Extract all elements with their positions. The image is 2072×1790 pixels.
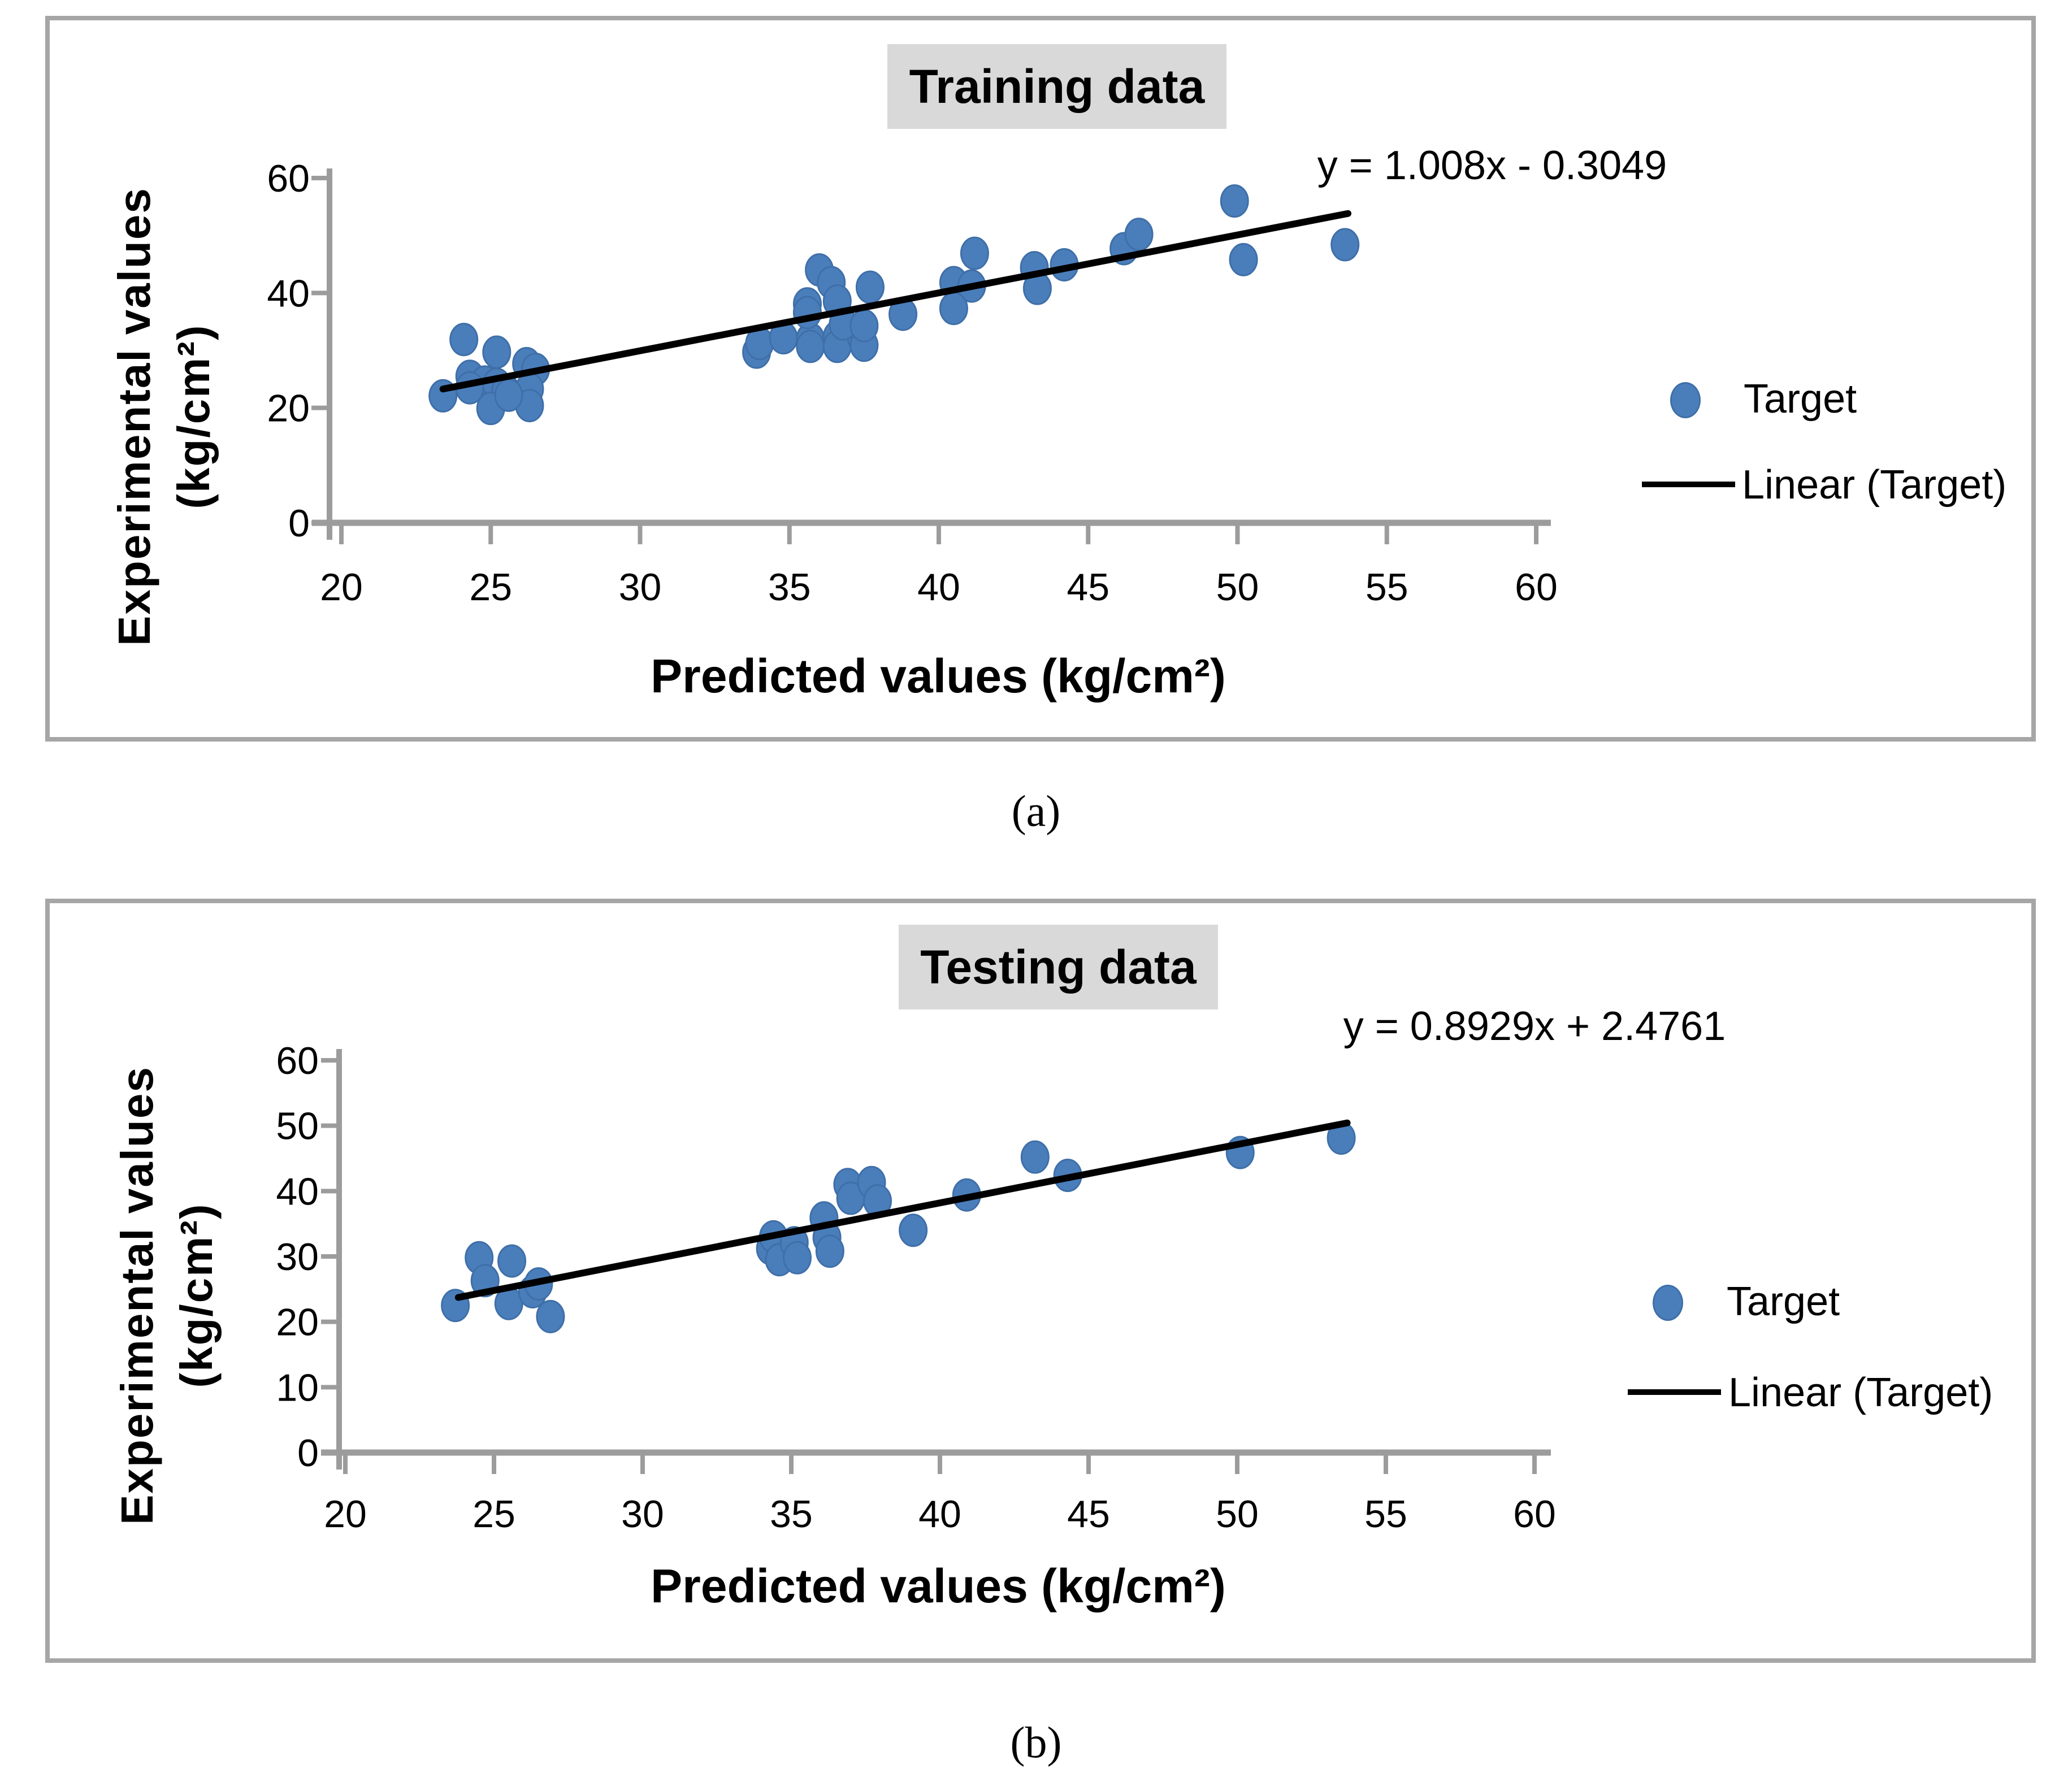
- training-title: Training data: [887, 44, 1226, 129]
- testing-y-tick-label: 40: [276, 1170, 319, 1213]
- training-x-tick-label: 40: [917, 566, 960, 609]
- training-data-point: [1220, 184, 1249, 218]
- testing-y-tick-label: 10: [276, 1366, 319, 1409]
- training-legend-line-swatch-icon: [1642, 482, 1735, 487]
- testing-data-point: [815, 1234, 844, 1268]
- training-y-tick-label: 20: [267, 387, 310, 430]
- testing-y-tick-label: 30: [276, 1236, 319, 1278]
- training-y-axis-label: Experimental values (kg/cm²): [105, 162, 235, 671]
- training-x-tick-label: 55: [1366, 566, 1408, 609]
- training-y-tick-label: 40: [267, 272, 310, 315]
- testing-legend-target-label: Target: [1727, 1279, 1840, 1324]
- testing-data-point: [783, 1241, 812, 1275]
- training-y-axis-label-line2: (kg/cm²): [168, 324, 219, 509]
- testing-data-point: [899, 1213, 928, 1247]
- testing-y-tick-label: 60: [276, 1039, 319, 1082]
- testing-x-tick-label: 50: [1216, 1493, 1259, 1536]
- training-trend-line: [439, 210, 1352, 393]
- testing-data-point: [497, 1244, 527, 1278]
- training-legend-target-marker-icon: [1670, 382, 1701, 418]
- testing-x-tick-label: 60: [1513, 1493, 1556, 1536]
- training-x-tick-label: 45: [1067, 566, 1109, 609]
- training-data-point: [449, 323, 479, 357]
- testing-x-tick-label: 40: [918, 1493, 961, 1536]
- testing-x-tick-label: 20: [324, 1493, 367, 1536]
- training-x-tick-label: 25: [469, 566, 512, 609]
- testing-data-point: [536, 1299, 565, 1333]
- testing-legend-target-marker-icon: [1653, 1285, 1683, 1321]
- testing-trendline-equation: y = 0.8929x + 2.4761: [1343, 1004, 1726, 1049]
- training-data-point: [960, 236, 989, 270]
- testing-x-tick-label: 45: [1067, 1493, 1110, 1536]
- testing-trend-line: [454, 1119, 1351, 1301]
- caption-panel-a: (a): [1011, 786, 1061, 835]
- testing-legend-linear-label: Linear (Target): [1728, 1370, 1993, 1415]
- testing-title: Testing data: [899, 925, 1218, 1009]
- training-y-axis-label-line1: Experimental values: [109, 187, 159, 646]
- training-data-point: [1124, 218, 1154, 252]
- testing-y-axis-label-line1: Experimental values: [112, 1066, 162, 1525]
- training-legend-linear-label: Linear (Target): [1742, 462, 2007, 508]
- testing-x-tick-label: 55: [1364, 1493, 1407, 1536]
- training-x-tick-label: 35: [768, 566, 811, 609]
- training-y-tick-label: 60: [267, 157, 310, 200]
- training-data-point: [1330, 228, 1360, 262]
- testing-y-tick-label: 50: [276, 1105, 319, 1148]
- testing-y-axis-label: Experimental values (kg/cm²): [107, 1041, 237, 1550]
- training-x-tick-label: 60: [1515, 566, 1558, 609]
- testing-data-point: [1020, 1140, 1050, 1174]
- training-trendline-equation: y = 1.008x - 0.3049: [1317, 143, 1667, 188]
- training-legend-target-label: Target: [1744, 376, 1857, 422]
- training-y-tick-label: 0: [288, 502, 310, 545]
- testing-x-tick-label: 35: [770, 1493, 813, 1536]
- testing-legend-line-swatch-icon: [1628, 1389, 1721, 1395]
- training-panel-frame: [45, 16, 2036, 742]
- training-x-tick-label: 50: [1216, 566, 1259, 609]
- testing-y-tick-label: 20: [276, 1301, 319, 1344]
- testing-y-tick-label: 0: [297, 1432, 319, 1475]
- testing-panel-frame: [45, 899, 2036, 1663]
- testing-x-tick-label: 25: [473, 1493, 515, 1536]
- testing-y-axis-label-line2: (kg/cm²): [171, 1203, 222, 1388]
- caption-panel-b: (b): [1010, 1718, 1062, 1767]
- testing-x-tick-label: 30: [621, 1493, 664, 1536]
- training-data-point: [1229, 242, 1258, 276]
- training-x-tick-label: 20: [320, 566, 363, 609]
- training-x-tick-label: 30: [619, 566, 662, 609]
- training-x-axis-label: Predicted values (kg/cm²): [651, 649, 1226, 703]
- testing-x-axis-label: Predicted values (kg/cm²): [651, 1559, 1226, 1613]
